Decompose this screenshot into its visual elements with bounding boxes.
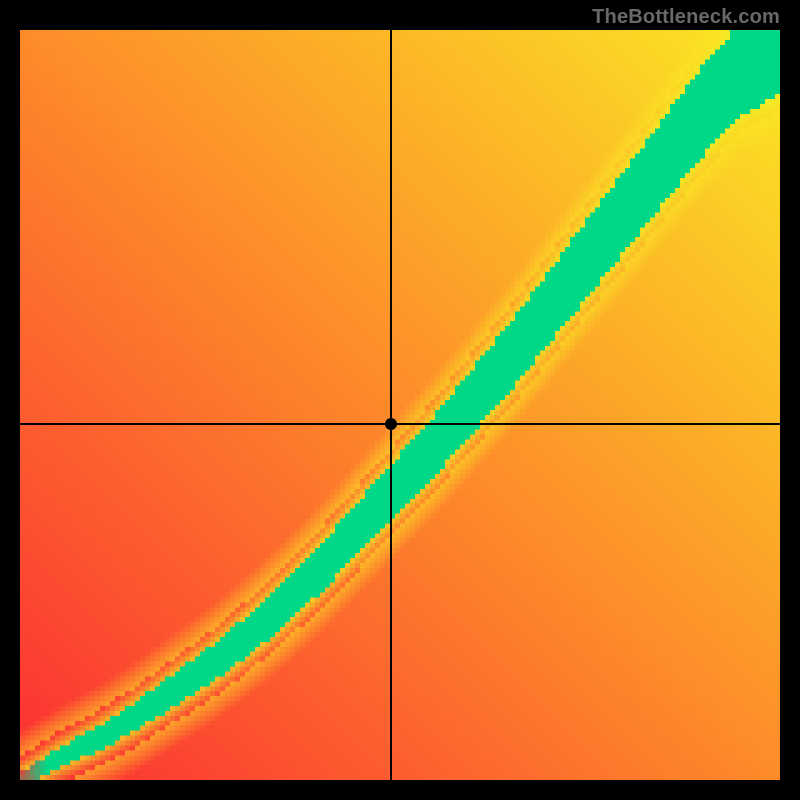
crosshair-horizontal	[20, 423, 780, 425]
chart-frame: TheBottleneck.com	[0, 0, 800, 800]
crosshair-vertical	[390, 30, 392, 780]
bottleneck-heatmap	[20, 30, 780, 780]
watermark-text: TheBottleneck.com	[592, 6, 780, 29]
selection-marker	[385, 418, 397, 430]
